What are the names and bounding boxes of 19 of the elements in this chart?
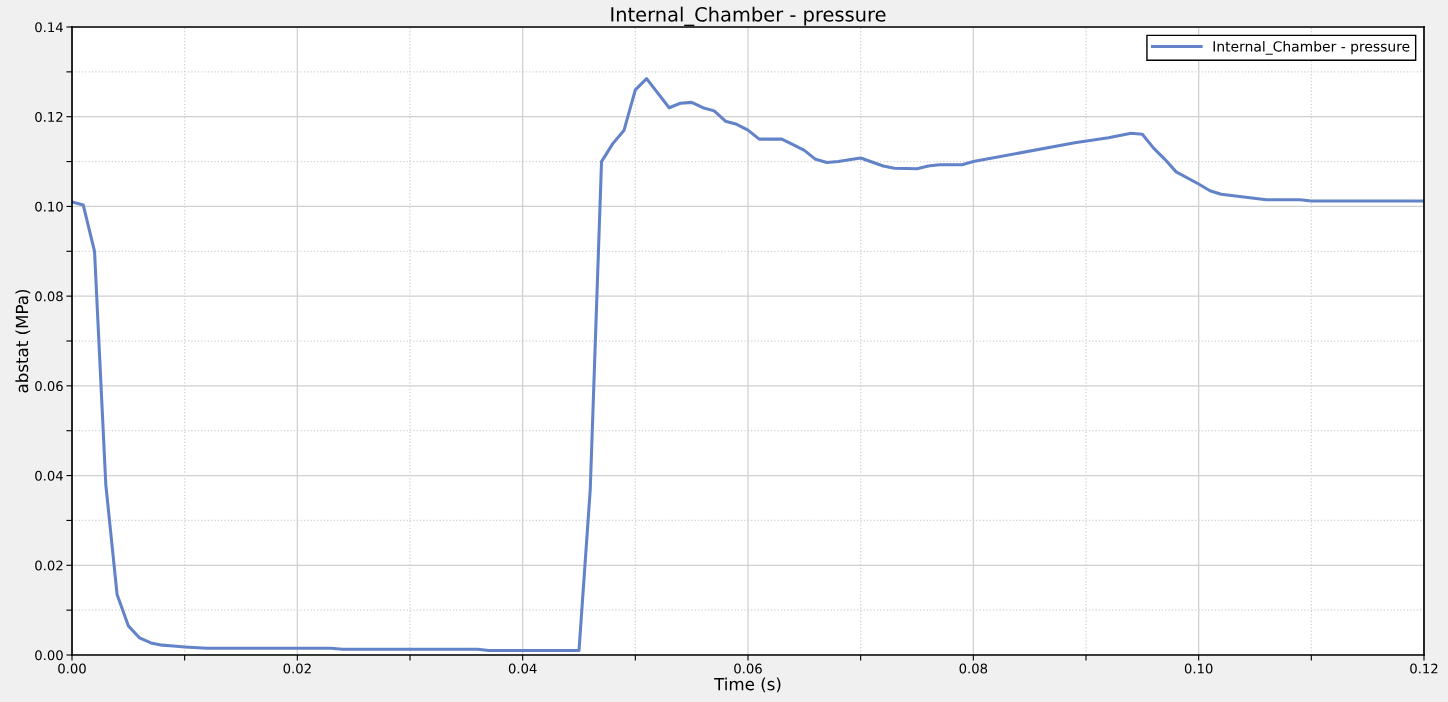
y-tick-label: 0.12: [35, 111, 63, 122]
x-tick-label: 0.02: [283, 663, 311, 674]
x-tick-label: 0.00: [58, 663, 86, 674]
y-tick-label: 0.10: [35, 201, 63, 212]
x-tick-label: 0.08: [959, 663, 988, 674]
x-tick-label: 0.10: [1184, 663, 1213, 674]
y-tick-label: 0.04: [35, 470, 63, 481]
chart-title: Internal_Chamber - pressure: [611, 6, 886, 27]
y-axis-title: abstat (MPa): [15, 289, 31, 393]
y-tick-label: 0.00: [35, 650, 63, 661]
x-axis-title: Time (s): [714, 677, 781, 693]
y-tick-label: 0.06: [35, 381, 63, 392]
x-tick-label: 0.12: [1410, 663, 1438, 674]
legend-label: Internal_Chamber - pressure: [1213, 40, 1410, 55]
y-tick-label: 0.08: [35, 291, 63, 302]
x-tick-label: 0.04: [508, 663, 537, 674]
x-tick-label: 0.06: [734, 663, 762, 674]
y-tick-label: 0.02: [35, 560, 63, 571]
y-tick-label: 0.14: [35, 22, 63, 33]
